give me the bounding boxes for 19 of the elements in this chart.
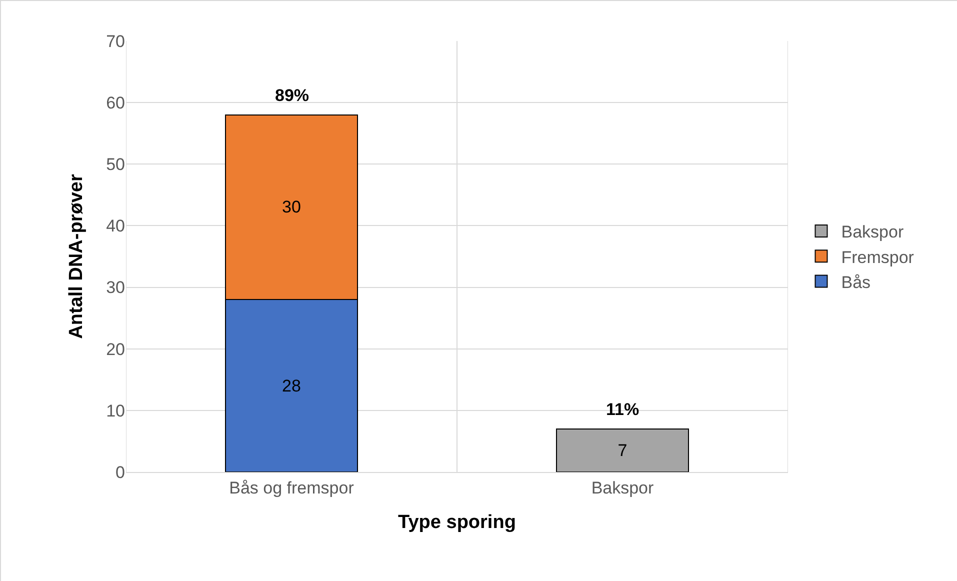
legend-label: Fremspor (841, 248, 914, 267)
y-tick-label: 60 (106, 94, 125, 113)
y-tick-label: 20 (106, 340, 125, 359)
data-label: 28 (282, 376, 301, 396)
x-axis-title: Type sporing (398, 512, 516, 534)
annotation: 11% (606, 400, 640, 419)
data-label: 7 (618, 440, 628, 460)
y-tick-label: 30 (106, 278, 125, 298)
y-tick-label: 40 (106, 216, 125, 236)
data-label: 30 (282, 198, 301, 217)
y-tick-label: 10 (106, 401, 125, 420)
y-tick-label: 70 (106, 32, 125, 51)
x-tick-label: Bås og fremspor (229, 478, 354, 498)
legend-label: Bakspor (841, 222, 904, 242)
annotation: 89% (275, 86, 310, 105)
y-tick-label: 50 (106, 155, 125, 174)
y-tick-label: 0 (116, 462, 125, 482)
y-axis-title: Antall DNA-prøver (66, 174, 87, 339)
legend-label: Bås (841, 272, 871, 292)
